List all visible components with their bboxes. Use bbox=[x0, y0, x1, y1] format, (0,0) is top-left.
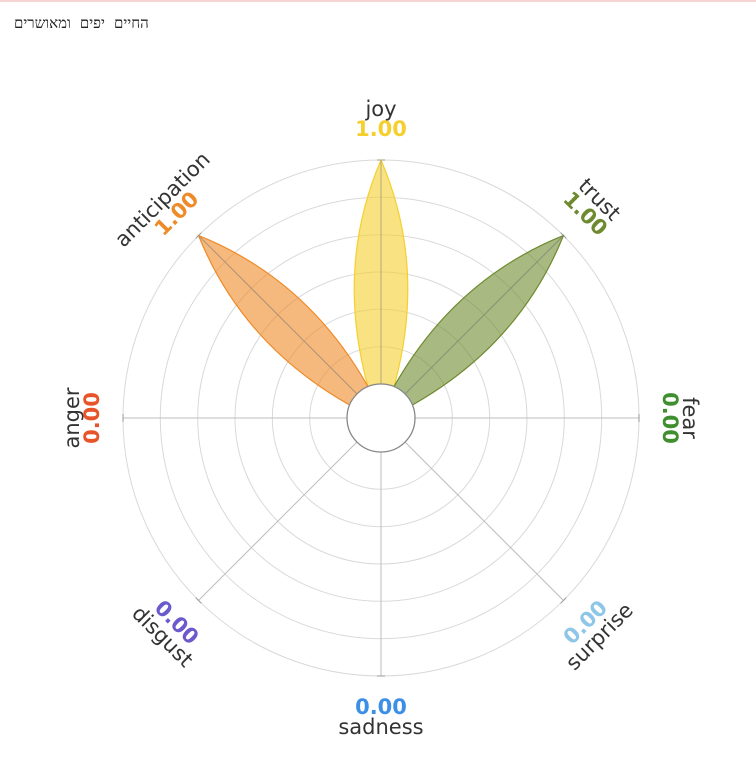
axis-label-joy: joy bbox=[364, 97, 396, 121]
axis-label-sadness: sadness bbox=[338, 715, 423, 739]
petal-spoke-trust bbox=[404, 235, 564, 395]
tick-surprise bbox=[560, 597, 567, 604]
axis-label-anger: anger bbox=[60, 387, 84, 448]
tick-disgust bbox=[195, 597, 202, 604]
center-circle bbox=[346, 383, 416, 453]
axis-label-fear: fear bbox=[678, 397, 702, 439]
center-layer bbox=[346, 383, 416, 453]
spoke-surprise bbox=[404, 441, 564, 601]
spoke-disgust bbox=[198, 441, 358, 601]
axis-value-fear: 0.00 bbox=[658, 392, 682, 444]
axis-value-joy: 1.00 bbox=[355, 117, 407, 141]
caption-text: החיים יפים ומאושרים bbox=[14, 14, 149, 32]
top-rule bbox=[0, 0, 756, 2]
petal-spoke-anticipation bbox=[198, 235, 358, 395]
axis-value-anger: 0.00 bbox=[80, 392, 104, 444]
axis-value-sadness: 0.00 bbox=[355, 695, 407, 719]
petal-layer bbox=[197, 158, 565, 406]
